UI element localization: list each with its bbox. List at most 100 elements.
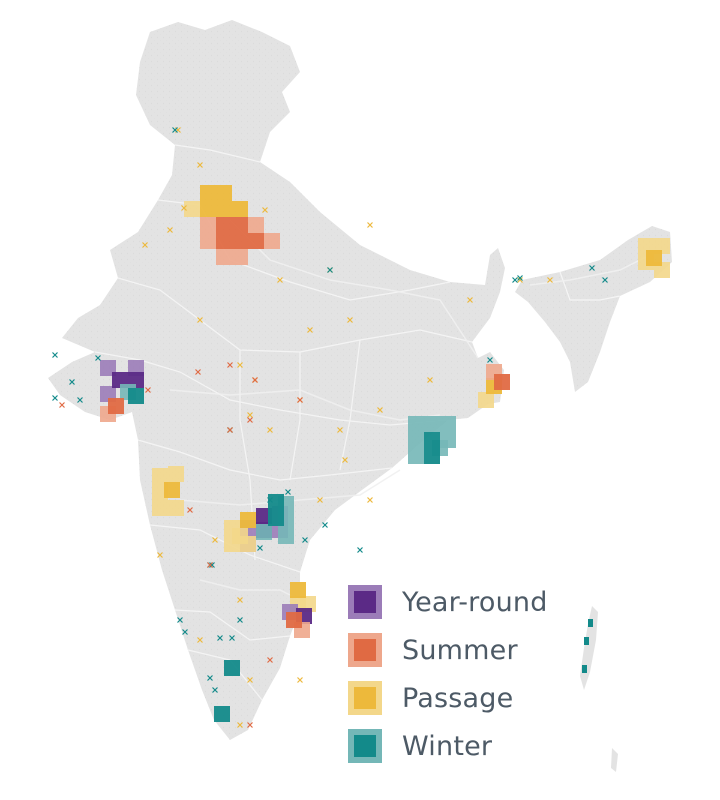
winter-sighting-cross bbox=[322, 522, 328, 528]
passage-range-cell-light bbox=[232, 528, 248, 544]
summer-range-cell bbox=[248, 233, 264, 249]
winter-sighting-cross bbox=[589, 265, 595, 271]
passage-sighting-cross bbox=[347, 317, 353, 323]
summer-sighting-cross bbox=[297, 397, 303, 403]
legend-item-summer: Summer bbox=[348, 626, 588, 674]
summer-sighting-cross bbox=[145, 387, 151, 393]
passage-sighting-cross bbox=[237, 722, 243, 728]
passage-sighting-cross bbox=[277, 277, 283, 283]
winter-range-cell-light bbox=[408, 432, 424, 448]
summer-sighting-cross bbox=[252, 377, 258, 383]
winter-range-cell bbox=[268, 510, 284, 526]
passage-sighting-cross bbox=[167, 227, 173, 233]
legend: Year-round Summer Passage Winter bbox=[348, 578, 588, 770]
winter-sighting-cross bbox=[212, 687, 218, 693]
passage-sighting-cross bbox=[517, 277, 523, 283]
legend-label-winter: Winter bbox=[402, 730, 493, 762]
winter-range-cell bbox=[424, 432, 440, 448]
legend-item-winter: Winter bbox=[348, 722, 588, 770]
winter-sighting-cross bbox=[357, 547, 363, 553]
passage-sighting-cross bbox=[427, 377, 433, 383]
passage-sighting-cross bbox=[181, 205, 187, 211]
passage-sighting-cross bbox=[367, 497, 373, 503]
legend-item-year-round: Year-round bbox=[348, 578, 588, 626]
legend-item-passage: Passage bbox=[348, 674, 588, 722]
passage-sighting-cross bbox=[547, 277, 553, 283]
passage-sighting-cross bbox=[212, 537, 218, 543]
winter-sighting-cross bbox=[229, 635, 235, 641]
winter-sighting-cross bbox=[285, 489, 291, 495]
summer-range-cell-light bbox=[216, 249, 232, 265]
summer-sighting-cross bbox=[247, 722, 253, 728]
passage-sighting-cross bbox=[467, 297, 473, 303]
passage-range-cell bbox=[240, 512, 256, 528]
summer-sighting-cross bbox=[195, 369, 201, 375]
summer-range-cell bbox=[216, 233, 232, 249]
winter-range-cell-light bbox=[408, 416, 424, 432]
summer-sighting-cross bbox=[207, 562, 213, 568]
passage-sighting-cross bbox=[367, 222, 373, 228]
passage-sighting-cross bbox=[247, 412, 253, 418]
summer-range-cell bbox=[232, 217, 248, 233]
summer-range-cell bbox=[494, 374, 510, 390]
summer-range-cell-light bbox=[200, 217, 216, 233]
passage-range-cell bbox=[232, 201, 248, 217]
legend-label-summer: Summer bbox=[402, 634, 518, 666]
year-round-swatch bbox=[348, 585, 382, 619]
winter-sighting-cross bbox=[52, 395, 58, 401]
winter-range-cell bbox=[268, 494, 284, 510]
summer-swatch bbox=[348, 633, 382, 667]
passage-range-cell bbox=[164, 482, 180, 498]
winter-sighting-cross bbox=[237, 617, 243, 623]
passage-range-cell bbox=[200, 185, 216, 201]
passage-sighting-cross bbox=[307, 327, 313, 333]
winter-range-cell-light bbox=[424, 416, 440, 432]
winter-range-cell bbox=[128, 388, 144, 404]
winter-sighting-cross bbox=[302, 537, 308, 543]
winter-sighting-cross bbox=[182, 629, 188, 635]
summer-sighting-cross bbox=[187, 507, 193, 513]
island-winter-mark bbox=[582, 665, 587, 673]
winter-sighting-cross bbox=[209, 562, 215, 568]
sighting-crosses bbox=[52, 127, 608, 728]
passage-sighting-cross bbox=[197, 637, 203, 643]
passage-sighting-cross bbox=[267, 427, 273, 433]
passage-sighting-cross bbox=[377, 407, 383, 413]
summer-range-cell-light bbox=[232, 249, 248, 265]
winter-sighting-cross bbox=[172, 127, 178, 133]
passage-sighting-cross bbox=[142, 242, 148, 248]
passage-range-cell bbox=[216, 185, 232, 201]
passage-range-cell-light bbox=[184, 201, 200, 217]
summer-sighting-cross bbox=[59, 402, 65, 408]
winter-sighting-cross bbox=[52, 352, 58, 358]
summer-sighting-cross bbox=[247, 417, 253, 423]
legend-label-year-round: Year-round bbox=[402, 586, 548, 618]
passage-range-cell-light bbox=[152, 500, 168, 516]
passage-range-cell bbox=[290, 582, 306, 598]
island-winter-mark bbox=[588, 619, 593, 627]
passage-sighting-cross bbox=[337, 427, 343, 433]
passage-range-cell bbox=[216, 201, 232, 217]
winter-sighting-cross bbox=[512, 277, 518, 283]
winter-sighting-cross bbox=[487, 357, 493, 363]
winter-sighting-cross bbox=[207, 675, 213, 681]
winter-sighting-cross bbox=[327, 267, 333, 273]
passage-range-cell-light bbox=[152, 468, 168, 484]
winter-sighting-cross bbox=[257, 545, 263, 551]
island-winter-mark bbox=[584, 637, 589, 645]
passage-sighting-cross bbox=[197, 317, 203, 323]
winter-sighting-cross bbox=[177, 617, 183, 623]
passage-sighting-cross bbox=[237, 362, 243, 368]
winter-range-cell bbox=[224, 660, 240, 676]
winter-sighting-cross bbox=[517, 275, 523, 281]
summer-range-cell-light bbox=[200, 233, 216, 249]
winter-sighting-cross bbox=[267, 497, 273, 503]
winter-range-cell-light bbox=[256, 524, 272, 540]
winter-range-cell-light bbox=[440, 416, 456, 432]
winter-range-cell-light bbox=[408, 448, 424, 464]
summer-range-cell bbox=[108, 398, 124, 414]
winter-sighting-cross bbox=[77, 397, 83, 403]
summer-range-cell bbox=[232, 233, 248, 249]
passage-sighting-cross bbox=[262, 207, 268, 213]
summer-range-cell bbox=[286, 612, 302, 628]
